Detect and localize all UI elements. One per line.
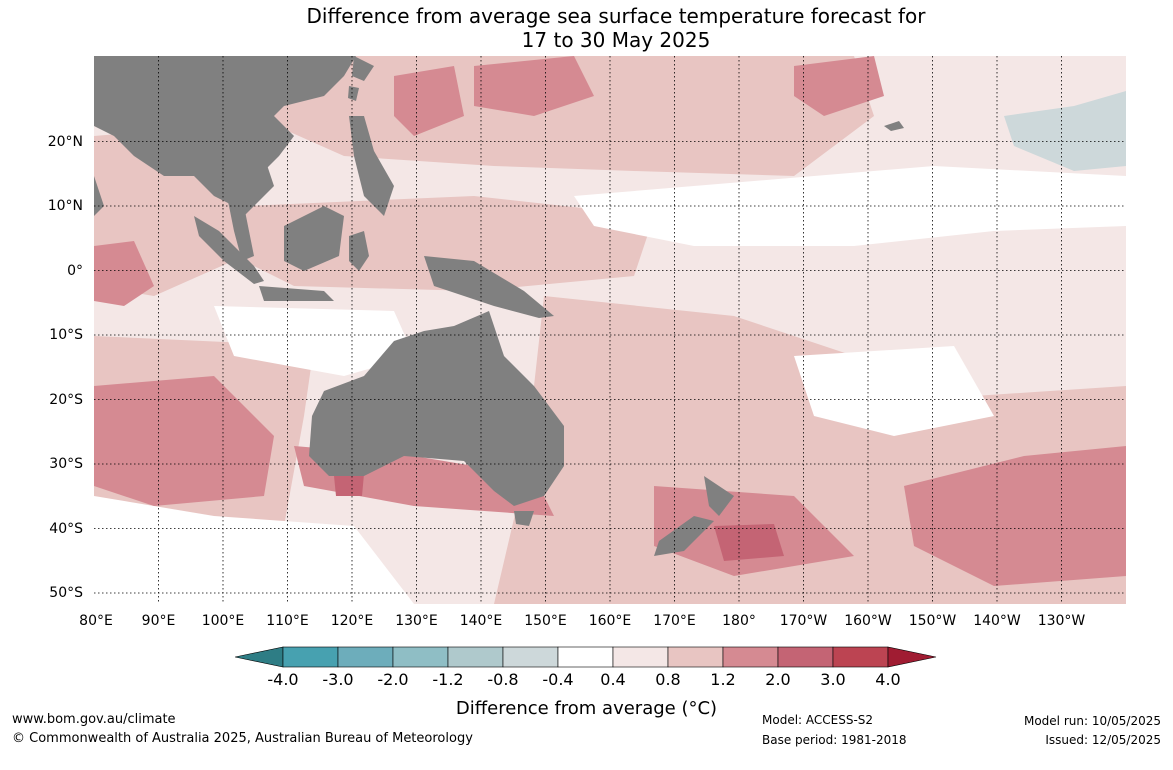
colorbar-tick-label: 3.0 bbox=[820, 670, 846, 689]
neutral-zone-eastpacific bbox=[794, 346, 994, 436]
land-new-guinea bbox=[424, 256, 554, 318]
anomaly-hot-west bbox=[94, 241, 154, 306]
anomaly-hot-north-2 bbox=[474, 56, 594, 116]
lon-label: 120°E bbox=[330, 613, 374, 629]
lat-label: 10°N bbox=[47, 198, 83, 214]
map-canvas bbox=[94, 56, 1126, 604]
anomaly-hot-southeast bbox=[904, 446, 1126, 586]
title-line-1: Difference from average sea surface temp… bbox=[306, 4, 926, 28]
land-sulawesi bbox=[349, 231, 369, 271]
land-malay-peninsula bbox=[229, 206, 254, 261]
anomaly-fields bbox=[94, 56, 1126, 604]
colorbar-tick-label: 0.8 bbox=[655, 670, 681, 689]
land-new-zealand-north bbox=[704, 476, 734, 516]
lat-label: 50°S bbox=[49, 585, 83, 601]
land-asia bbox=[94, 56, 356, 206]
colorbar-segment bbox=[612, 646, 669, 668]
lon-label: 110°E bbox=[266, 613, 309, 629]
land-tasmania bbox=[514, 511, 534, 526]
colorbar-tick-label: 0.4 bbox=[600, 670, 626, 689]
lon-label: 140°E bbox=[459, 613, 503, 629]
lon-label: 150°W bbox=[908, 613, 957, 629]
anomaly-cool-northeast bbox=[1004, 91, 1126, 171]
colorbar-segment bbox=[282, 646, 339, 668]
land-borneo bbox=[284, 206, 344, 271]
land-sumatra bbox=[194, 216, 264, 284]
lat-label: 40°S bbox=[49, 520, 83, 537]
colorbar-tick-label: -4.0 bbox=[267, 670, 299, 689]
colorbar-tick-label: -0.8 bbox=[487, 670, 519, 689]
land-philippines bbox=[349, 116, 394, 216]
colorbar-segment bbox=[777, 646, 834, 668]
land-australia bbox=[309, 311, 564, 506]
anomaly-hot-north-3 bbox=[794, 56, 884, 116]
colorbar-segment bbox=[832, 646, 889, 668]
footer-issued: Issued: 12/05/2025 bbox=[1045, 733, 1161, 747]
neutral-zone-south bbox=[94, 496, 414, 604]
title-line-2: 17 to 30 May 2025 bbox=[521, 28, 711, 52]
lon-label: 100°E bbox=[201, 613, 245, 629]
lon-label: 150°E bbox=[524, 613, 567, 629]
colorbar-segment bbox=[557, 646, 614, 668]
colorbar-segment bbox=[502, 646, 559, 668]
colorbar-tick-label: -3.0 bbox=[322, 670, 354, 689]
land-india-tip bbox=[94, 176, 104, 216]
land-indochina bbox=[219, 156, 274, 216]
anomaly-hot-southwest bbox=[94, 376, 274, 506]
lon-label: 140°W bbox=[973, 613, 1021, 629]
lat-label: 20°S bbox=[49, 391, 83, 408]
graticule bbox=[94, 56, 1126, 604]
colorbar-title: Difference from average (°C) bbox=[455, 698, 718, 719]
footer-website: www.bom.gov.au/climate bbox=[12, 712, 176, 727]
neutral-zone-indian bbox=[214, 306, 414, 376]
colorbar-tick-label: -1.2 bbox=[432, 670, 464, 689]
land-java bbox=[259, 286, 334, 301]
colorbar-tick-label: 1.2 bbox=[710, 670, 736, 689]
lat-label: 20°N bbox=[47, 133, 83, 150]
footer-base-period: Base period: 1981-2018 bbox=[762, 733, 907, 747]
colorbar-tick-label: -0.4 bbox=[542, 670, 574, 689]
lat-label: 30°S bbox=[49, 456, 83, 472]
land-japan bbox=[352, 56, 374, 81]
colorbar-segment bbox=[392, 646, 449, 668]
footer-copyright: © Commonwealth of Australia 2025, Austra… bbox=[12, 731, 473, 746]
colorbar-tick-label: 2.0 bbox=[765, 670, 791, 689]
land-hawaii bbox=[884, 121, 904, 131]
colorbar-segment bbox=[337, 646, 394, 668]
sst-anomaly-map bbox=[94, 56, 1126, 604]
colorbar-tick-label: -2.0 bbox=[377, 670, 409, 689]
anomaly-very-hot-2 bbox=[334, 474, 364, 496]
colorbar-segment bbox=[667, 646, 724, 668]
lon-label: 180° bbox=[722, 613, 756, 629]
colorbar-tick-label: 4.0 bbox=[875, 670, 901, 689]
colorbar-segment bbox=[722, 646, 779, 668]
lat-label: 0° bbox=[67, 262, 83, 279]
colorbar-segment bbox=[447, 646, 504, 668]
lon-label: 90°E bbox=[141, 613, 176, 629]
chart-title: Difference from average sea surface temp… bbox=[0, 4, 1173, 52]
lon-label: 170°W bbox=[779, 613, 828, 629]
land-taiwan bbox=[348, 86, 359, 101]
colorbar-arrow-high bbox=[887, 646, 937, 668]
colorbar-arrow-low bbox=[235, 646, 284, 668]
land-new-zealand-south bbox=[654, 516, 714, 556]
anomaly-hot-north-1 bbox=[394, 66, 464, 136]
lon-label: 80°E bbox=[79, 613, 113, 629]
footer-model-run: Model run: 10/05/2025 bbox=[1023, 714, 1161, 728]
footer-model: Model: ACCESS-S2 bbox=[762, 713, 874, 727]
land-masses bbox=[94, 56, 904, 556]
lon-label: 160°W bbox=[844, 613, 892, 629]
anomaly-very-hot-1 bbox=[714, 524, 784, 561]
lon-label: 160°E bbox=[588, 613, 632, 629]
lat-label: 10°S bbox=[49, 327, 83, 343]
colorbar bbox=[235, 646, 937, 668]
lon-label: 130°E bbox=[395, 613, 438, 629]
lon-label: 170°E bbox=[653, 613, 696, 629]
lon-label: 130°W bbox=[1037, 613, 1086, 629]
